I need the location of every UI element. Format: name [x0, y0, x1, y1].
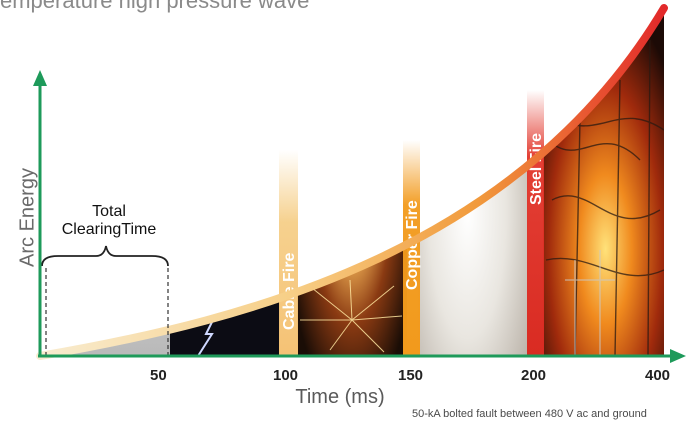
cable-fire-band: [279, 150, 298, 356]
x-axis-arrow-icon: [670, 349, 686, 363]
x-axis-title: Time (ms): [295, 386, 385, 408]
x-tick-100: 100: [273, 367, 299, 384]
footnote: 50-kA bolted fault between 480 V ac and …: [412, 408, 647, 420]
clearing-time-brace: [41, 245, 169, 267]
x-tick-50: 50: [150, 367, 167, 384]
top-cropped-text: emperature high pressure wave: [0, 0, 310, 13]
y-axis-arrow-icon: [33, 70, 47, 86]
total-clearing-time-label: Total ClearingTime: [44, 203, 174, 239]
arc-energy-curve: [36, 4, 668, 360]
x-tick-150: 150: [398, 367, 424, 384]
steel-fire-label: Steel Fire: [528, 133, 545, 205]
steel-fire-band: [527, 90, 544, 356]
cable-fire-sparks: [297, 8, 407, 356]
x-tick-200: 200: [521, 367, 547, 384]
x-tick-400: 400: [645, 367, 671, 384]
photo-collage: [40, 8, 664, 356]
lightning-bolt-icon: [197, 317, 215, 356]
y-axis-title: Arc Energy: [16, 168, 39, 267]
copper-fire-band: [403, 140, 420, 356]
clearing-time-shade: [40, 8, 170, 356]
total-clearing-time-text: Total ClearingTime: [61, 203, 157, 238]
